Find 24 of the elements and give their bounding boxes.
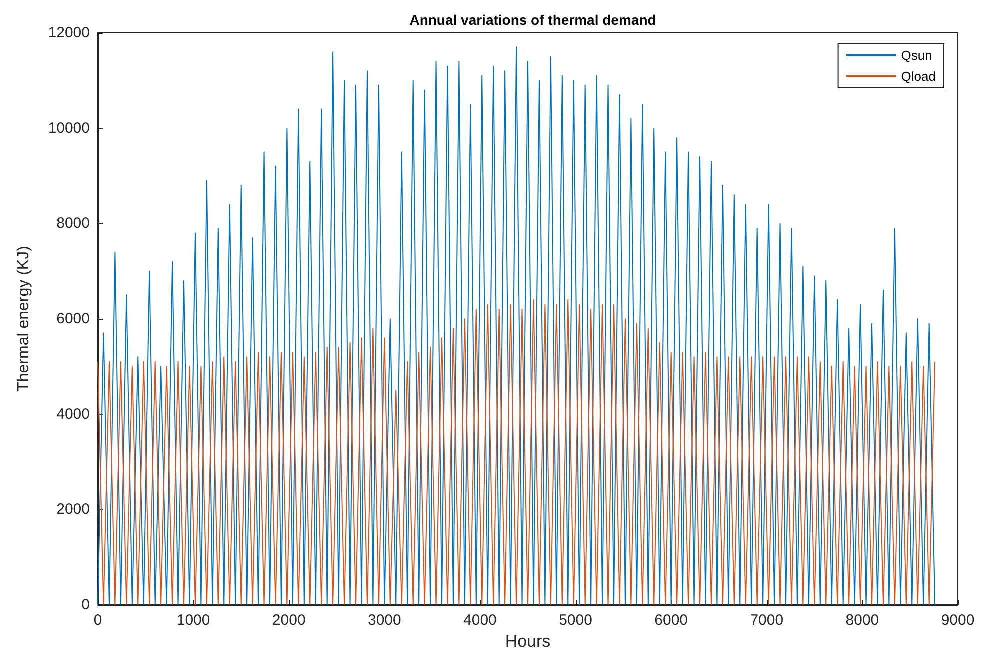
x-tick-label: 4000 (464, 612, 497, 629)
y-tick-label: 6000 (56, 310, 90, 328)
x-tick-label: 1000 (176, 612, 210, 629)
y-axis-title: Thermal energy (KJ) (16, 246, 32, 392)
legend-label: Qsun (901, 48, 932, 63)
y-tick-label: 8000 (56, 215, 90, 232)
y-tick-label: 2000 (56, 501, 90, 518)
x-tick-label: 3000 (368, 612, 402, 629)
x-axis-title: Hours (505, 632, 551, 651)
y-tick-label: 4000 (56, 406, 90, 423)
line-series (98, 46, 936, 606)
y-tick-label: 0 (82, 596, 90, 614)
x-tick-label: 9000 (941, 612, 975, 629)
legend-label: Qload (901, 69, 936, 84)
chart-title: Annual variations of thermal demand (410, 12, 656, 28)
x-tick-label: 2000 (272, 612, 306, 629)
line-series (98, 299, 936, 606)
x-tick-label: 0 (94, 612, 102, 629)
y-tick-label: 12000 (48, 24, 90, 42)
x-tick-label: 5000 (559, 612, 592, 629)
x-tick-label: 8000 (846, 612, 880, 629)
y-tick-label: 10000 (48, 120, 90, 137)
x-tick-label: 6000 (654, 612, 688, 629)
x-tick-label: 7000 (750, 612, 784, 629)
